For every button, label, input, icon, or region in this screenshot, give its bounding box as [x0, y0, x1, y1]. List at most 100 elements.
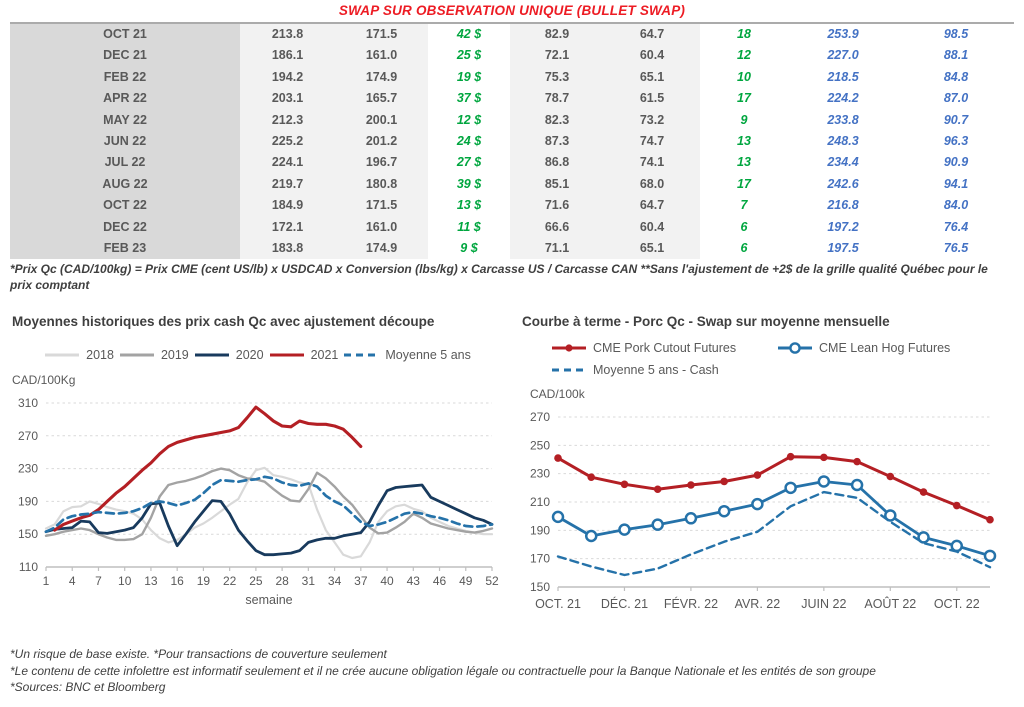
svg-text:semaine: semaine: [245, 593, 292, 607]
svg-text:210: 210: [530, 495, 550, 509]
table-cell: 11 $: [428, 216, 510, 238]
table-cell: 6: [700, 216, 788, 238]
table-cell: 98.5: [898, 24, 1014, 46]
svg-text:46: 46: [433, 574, 447, 588]
table-cell: 87.0: [898, 88, 1014, 110]
table-cell: 194.2: [240, 66, 335, 89]
table-cell: 90.9: [898, 152, 1014, 174]
table-cell: 212.3: [240, 109, 335, 131]
table-cell: 242.6: [788, 173, 898, 196]
legend-item: 2018: [43, 348, 114, 362]
historical-prices-plot: 110 150 190 230 270 310 1 4 7 10 13 16 19 22 25 28 31 34 3…: [18, 396, 499, 607]
svg-text:AOÛT 22: AOÛT 22: [864, 596, 916, 611]
legend-swatch-solid: [119, 353, 154, 357]
forward-curve-chart: Courbe à terme - Porc Qc - Swap sur moye…: [520, 312, 1020, 632]
table-cell: 172.1: [240, 216, 335, 238]
table-cell: 64.7: [604, 24, 700, 46]
svg-text:FÉVR. 22: FÉVR. 22: [664, 596, 718, 611]
table-cell: 184.9: [240, 195, 335, 217]
forward-curve-plot: 150 170 190 210 230 250 270 OCT. 21 DÉC. 21 FÉVR.…: [530, 410, 997, 611]
table-cell: 171.5: [335, 24, 428, 46]
legend-item: CME Pork Cutout Futures: [550, 337, 776, 359]
table-row-month: DEC 21: [10, 45, 240, 67]
legend-item: 2019: [118, 348, 189, 362]
table-cell: 18: [700, 24, 788, 46]
table-cell: 200.1: [335, 109, 428, 131]
table-row-month: AUG 22: [10, 173, 240, 196]
table-cell: 161.0: [335, 45, 428, 67]
table-cell: 75.3: [510, 66, 604, 89]
table-cell: 71.6: [510, 195, 604, 217]
table-cell: 85.1: [510, 173, 604, 196]
table-cell: 253.9: [788, 24, 898, 46]
table-row-month: DEC 22: [10, 216, 240, 238]
table-row-month: JUL 22: [10, 152, 240, 174]
chart-title: Moyennes historiques des prix cash Qc av…: [12, 314, 435, 329]
svg-text:OCT. 21: OCT. 21: [535, 597, 581, 611]
svg-text:25: 25: [249, 574, 263, 588]
table-cell: 174.9: [335, 66, 428, 89]
table-row-month: MAY 22: [10, 109, 240, 131]
table-cell: 12 $: [428, 109, 510, 131]
swap-table: OCT 21 213.8 171.5 42 $82.9 64.7 18 253.9 98.5 D…: [10, 22, 1014, 260]
table-cell: 96.3: [898, 130, 1014, 153]
legend-label: 2021: [310, 348, 339, 362]
svg-text:DÉC. 21: DÉC. 21: [601, 596, 648, 611]
table-row-month: JUN 22: [10, 130, 240, 153]
legend-item: 2021: [268, 348, 339, 362]
table-cell: 76.4: [898, 216, 1014, 238]
legend-swatch-dashed: [552, 368, 586, 372]
table-cell: 61.5: [604, 88, 700, 110]
table-cell: 171.5: [335, 195, 428, 217]
svg-text:190: 190: [18, 494, 38, 508]
table-cell: 9: [700, 109, 788, 131]
legend-item: Moyenne 5 ans - Cash: [550, 359, 776, 381]
svg-text:10: 10: [118, 574, 132, 588]
legend-label: CME Lean Hog Futures: [819, 341, 951, 355]
table-cell: 84.8: [898, 66, 1014, 89]
table-cell: 19 $: [428, 66, 510, 89]
table-row-month: OCT 21: [10, 24, 240, 46]
svg-text:JUIN 22: JUIN 22: [801, 597, 846, 611]
table-cell: 197.2: [788, 216, 898, 238]
svg-text:150: 150: [530, 580, 550, 594]
legend-label: 2019: [160, 348, 189, 362]
svg-text:52: 52: [485, 574, 499, 588]
table-cell: 71.1: [510, 237, 604, 260]
table-cell: 66.6: [510, 216, 604, 238]
svg-text:250: 250: [530, 438, 550, 452]
table-row-month: FEB 23: [10, 237, 240, 260]
svg-text:31: 31: [302, 574, 316, 588]
legend-swatch-solid-filled-marker: [552, 344, 586, 352]
table-cell: 6: [700, 237, 788, 260]
svg-text:40: 40: [380, 574, 394, 588]
table-cell: 213.8: [240, 24, 335, 46]
y-axis-unit-label: CAD/100k: [530, 387, 585, 401]
table-cell: 9 $: [428, 237, 510, 260]
table-cell: 90.7: [898, 109, 1014, 131]
chart-legend: CME Pork Cutout Futures CME Lean Hog Futu…: [520, 337, 1010, 381]
table-cell: 161.0: [335, 216, 428, 238]
svg-text:230: 230: [530, 467, 550, 481]
table-cell: 78.7: [510, 88, 604, 110]
table-cell: 37 $: [428, 88, 510, 110]
table-cell: 17: [700, 88, 788, 110]
svg-text:4: 4: [69, 574, 76, 588]
table-row-month: FEB 22: [10, 66, 240, 89]
table-cell: 13: [700, 130, 788, 153]
table-cell: 68.0: [604, 173, 700, 196]
svg-text:19: 19: [197, 574, 211, 588]
table-cell: 219.7: [240, 173, 335, 196]
table-cell: 86.8: [510, 152, 604, 174]
table-cell: 87.3: [510, 130, 604, 153]
table-cell: 60.4: [604, 216, 700, 238]
table-cell: 82.3: [510, 109, 604, 131]
svg-text:270: 270: [530, 410, 550, 424]
legend-item: Moyenne 5 ans: [342, 348, 471, 362]
svg-text:1: 1: [43, 574, 50, 588]
svg-text:49: 49: [459, 574, 473, 588]
table-cell: 84.0: [898, 195, 1014, 217]
table-cell: 88.1: [898, 45, 1014, 67]
table-cell: 17: [700, 173, 788, 196]
table-cell: 74.1: [604, 152, 700, 174]
